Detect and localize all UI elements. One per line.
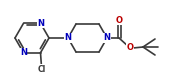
Text: N: N — [103, 34, 111, 43]
Text: O: O — [127, 43, 134, 52]
Text: Cl: Cl — [37, 65, 46, 74]
Text: N: N — [65, 34, 71, 43]
Text: N: N — [20, 48, 27, 57]
Text: N: N — [37, 19, 44, 28]
Text: O: O — [115, 16, 123, 25]
